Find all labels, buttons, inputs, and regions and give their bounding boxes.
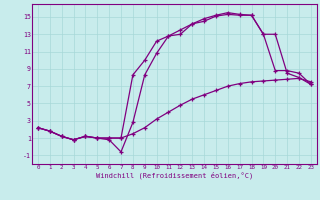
X-axis label: Windchill (Refroidissement éolien,°C): Windchill (Refroidissement éolien,°C)	[96, 172, 253, 179]
